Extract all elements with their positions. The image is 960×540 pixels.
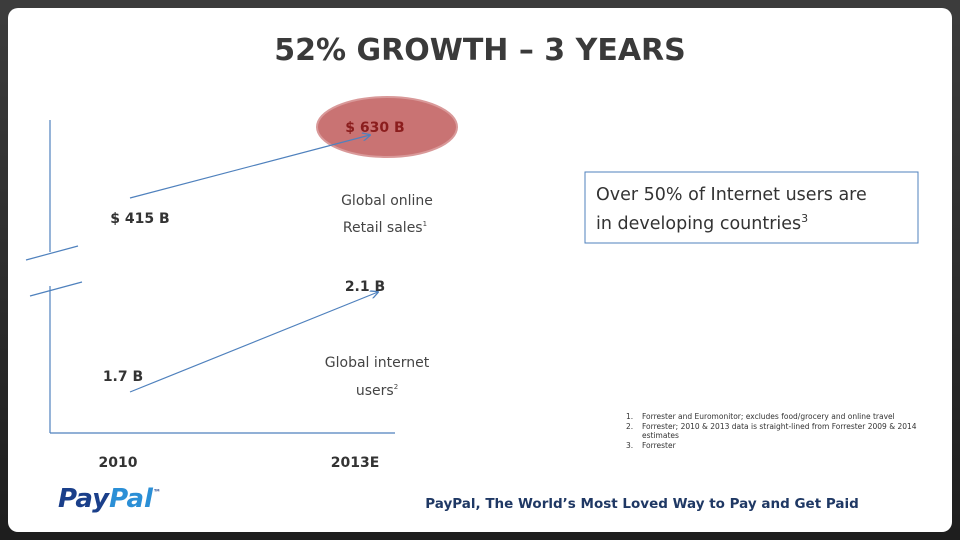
series-label: Global online bbox=[341, 193, 433, 209]
series-label: Retail sales1 bbox=[343, 220, 427, 236]
footnote-text: Forrester and Euromonitor; excludes food… bbox=[642, 412, 895, 421]
footnote: 3. Forrester bbox=[626, 441, 926, 451]
footnote-marker: 2. bbox=[626, 421, 634, 431]
footnotes: 1. Forrester and Euromonitor; excludes fo… bbox=[626, 412, 926, 450]
end-value: 2.1 B bbox=[345, 279, 385, 295]
slide-title: 52% GROWTH – 3 YEARS bbox=[274, 33, 686, 68]
growth-arrow bbox=[129, 292, 378, 393]
logo-text: Pay bbox=[58, 484, 110, 514]
logo: PayPal™ bbox=[58, 484, 161, 514]
growth-arrow bbox=[129, 135, 370, 199]
x-label: 2013E bbox=[331, 455, 380, 471]
slide: 52% GROWTH – 3 YEARS 2010 2013E $ 415 B … bbox=[8, 8, 952, 532]
callout-text: in developing countries3 bbox=[596, 212, 808, 234]
trademark: ™ bbox=[153, 488, 161, 497]
label-text: Retail sales bbox=[343, 220, 423, 236]
footnote: 2. Forrester; 2010 & 2013 data is straigh… bbox=[626, 422, 926, 441]
footnote-marker: 3. bbox=[626, 440, 634, 450]
footnote-ref: 3 bbox=[801, 212, 808, 225]
tagline: PayPal, The World’s Most Loved Way to Pa… bbox=[425, 496, 859, 512]
series-label: users2 bbox=[356, 383, 398, 399]
slide-canvas: 52% GROWTH – 3 YEARS 2010 2013E $ 415 B … bbox=[25, 33, 919, 514]
footnote-text: Forrester; 2010 & 2013 data is straight-… bbox=[642, 421, 917, 441]
highlight-ellipse bbox=[316, 96, 458, 158]
callout-line: in developing countries bbox=[596, 214, 801, 234]
axis-break-gap bbox=[44, 252, 56, 286]
footnote-text: Forrester bbox=[642, 440, 676, 450]
start-value: 1.7 B bbox=[103, 369, 143, 385]
footnote-ref: 1 bbox=[423, 220, 427, 228]
end-value: $ 630 B bbox=[345, 120, 404, 136]
footnote: 1. Forrester and Euromonitor; excludes fo… bbox=[626, 412, 926, 422]
axis-break bbox=[29, 281, 83, 297]
series-label: Global internet bbox=[325, 355, 430, 371]
footnote-marker: 1. bbox=[626, 412, 634, 421]
axis-break bbox=[25, 245, 79, 261]
footnote-ref: 2 bbox=[394, 383, 398, 391]
callout-text: Over 50% of Internet users are bbox=[596, 185, 867, 205]
callout-box bbox=[584, 171, 919, 244]
logo-text: Pal bbox=[109, 484, 154, 514]
label-text: users bbox=[356, 383, 394, 399]
x-label: 2010 bbox=[99, 455, 138, 471]
start-value: $ 415 B bbox=[110, 211, 169, 227]
